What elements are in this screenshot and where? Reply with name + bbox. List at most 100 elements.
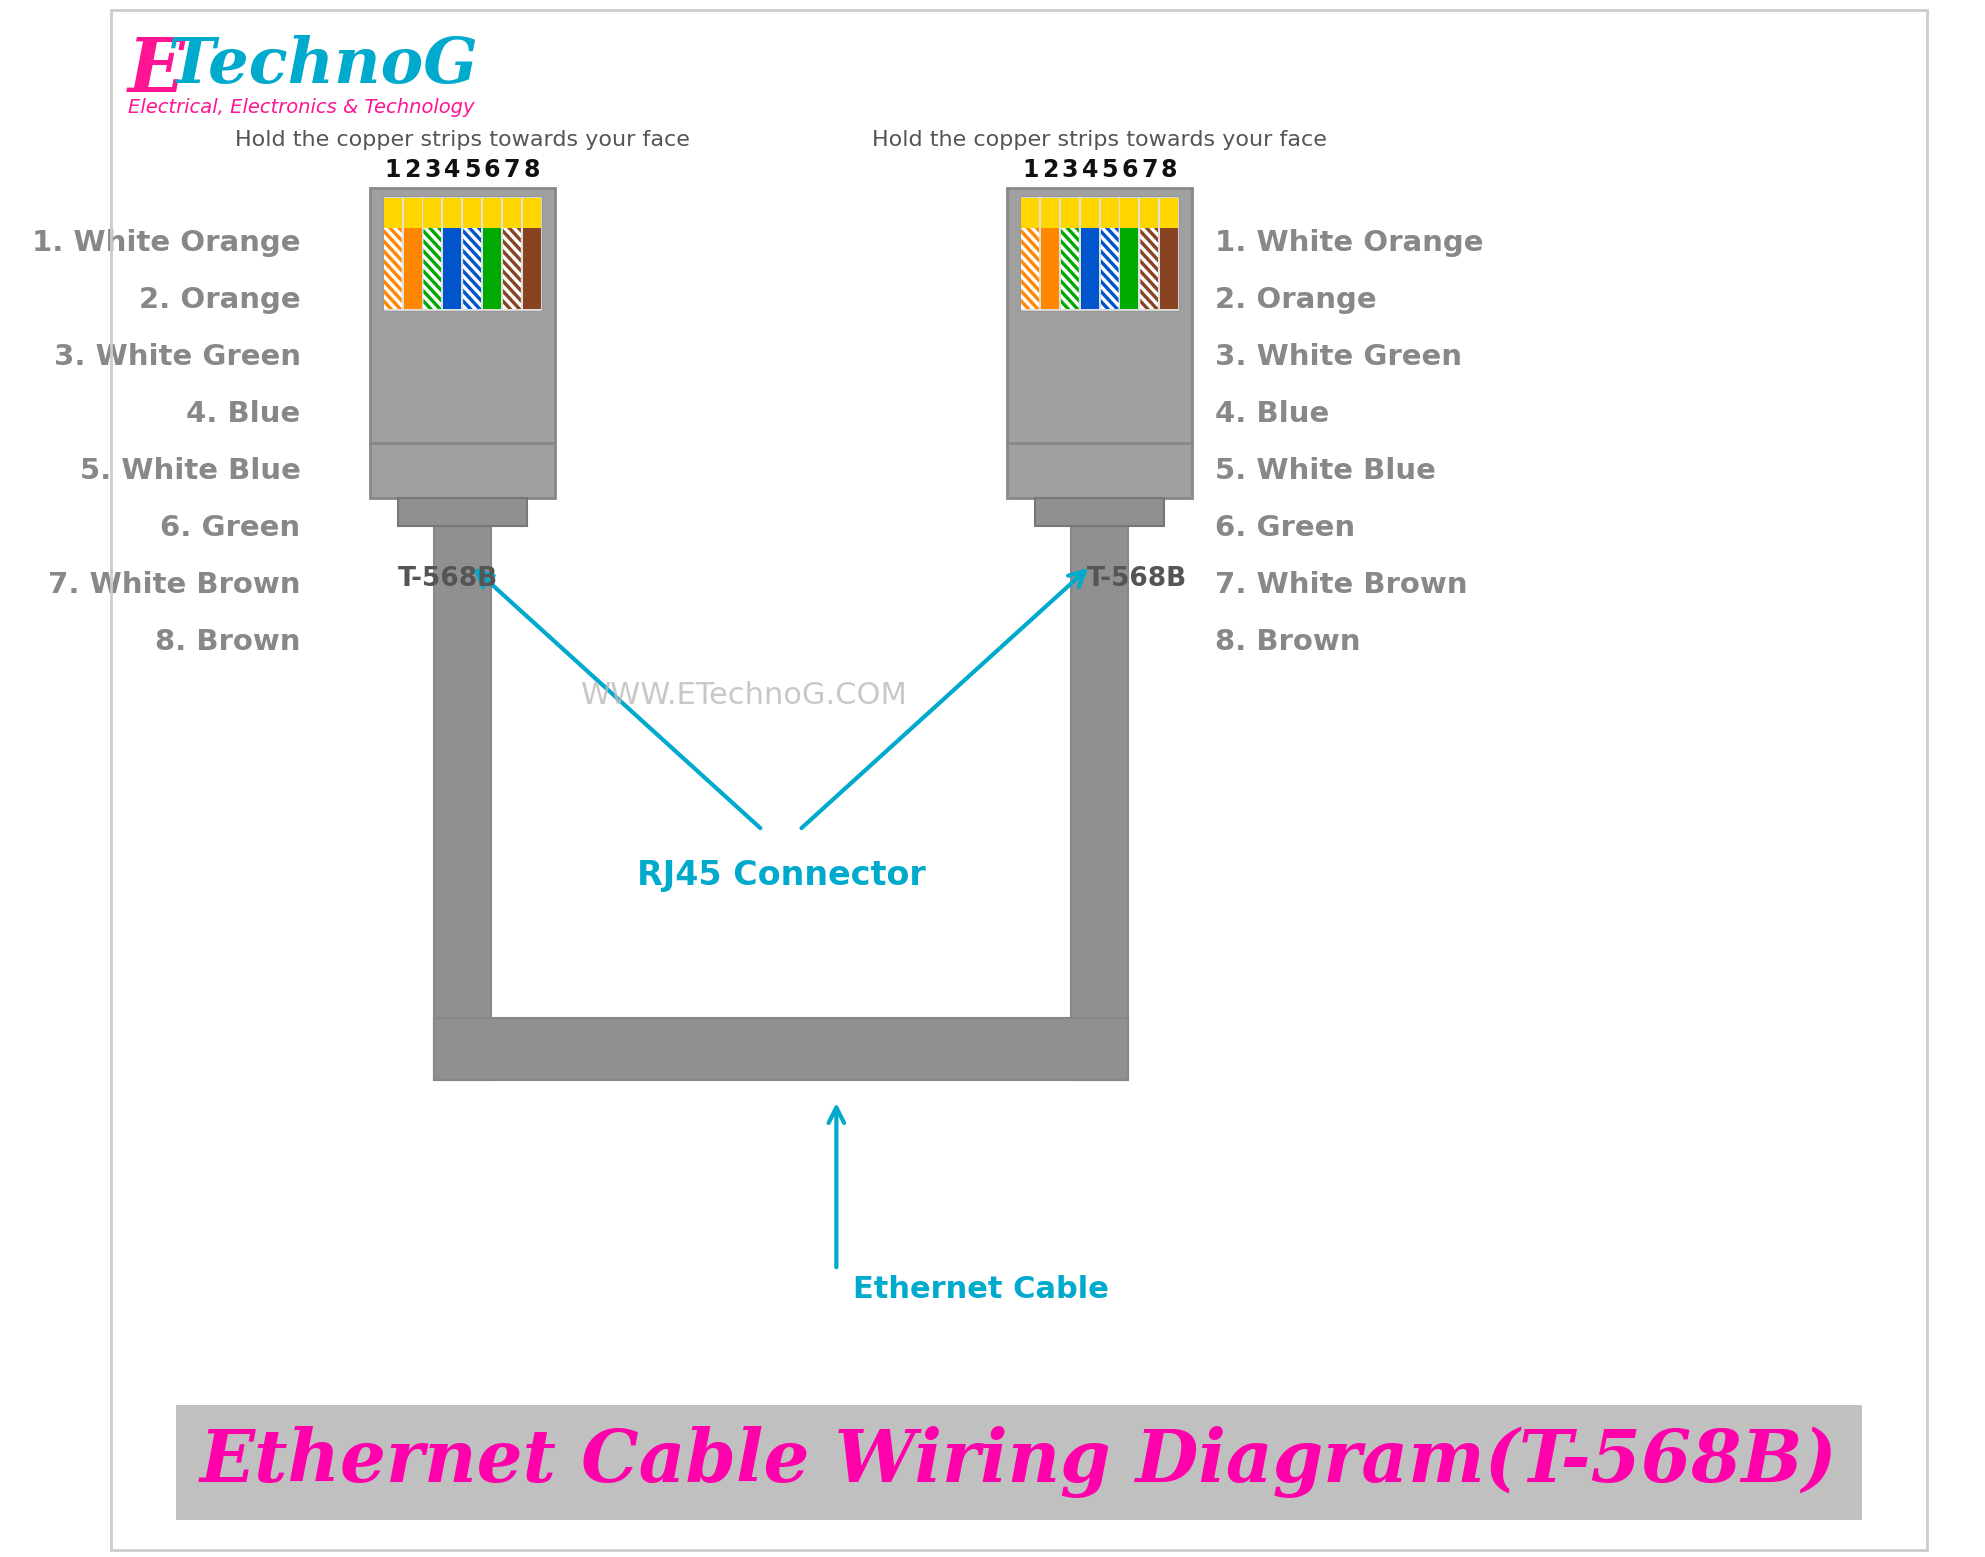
Text: 8. Brown: 8. Brown — [1215, 627, 1360, 655]
Polygon shape — [1060, 279, 1080, 304]
Bar — [1020, 196, 1179, 311]
Text: 7. White Brown: 7. White Brown — [1215, 571, 1467, 599]
Polygon shape — [1020, 319, 1038, 343]
Polygon shape — [463, 238, 480, 263]
Bar — [1080, 198, 1100, 227]
Polygon shape — [463, 299, 480, 322]
Polygon shape — [423, 258, 441, 283]
Polygon shape — [502, 319, 520, 343]
Text: 4: 4 — [445, 157, 461, 182]
Polygon shape — [1060, 238, 1080, 263]
Polygon shape — [463, 258, 480, 283]
Polygon shape — [463, 308, 480, 333]
Text: 1: 1 — [1022, 157, 1038, 182]
Text: WWW.ETechnoG.COM: WWW.ETechnoG.COM — [580, 680, 907, 710]
Text: 7. White Brown: 7. White Brown — [48, 571, 300, 599]
Polygon shape — [423, 338, 441, 363]
Polygon shape — [502, 338, 520, 363]
Polygon shape — [1060, 288, 1080, 313]
Text: 1: 1 — [385, 157, 401, 182]
Text: 8: 8 — [1161, 157, 1177, 182]
Text: 4. Blue: 4. Blue — [187, 400, 300, 428]
Polygon shape — [1060, 209, 1080, 234]
Text: 8: 8 — [524, 157, 540, 182]
Polygon shape — [1139, 288, 1159, 313]
Polygon shape — [502, 209, 520, 234]
Text: 6: 6 — [484, 157, 500, 182]
Polygon shape — [1100, 268, 1120, 293]
Polygon shape — [1060, 249, 1080, 272]
Polygon shape — [1139, 198, 1159, 223]
Polygon shape — [1100, 279, 1120, 304]
Bar — [1040, 227, 1060, 308]
Polygon shape — [1139, 299, 1159, 322]
Polygon shape — [1100, 188, 1120, 213]
Polygon shape — [502, 198, 520, 223]
Polygon shape — [423, 319, 441, 343]
Text: 4. Blue: 4. Blue — [1215, 400, 1330, 428]
Bar — [369, 188, 554, 444]
Polygon shape — [383, 268, 401, 293]
Text: Hold the copper strips towards your face: Hold the copper strips towards your face — [871, 129, 1328, 149]
Polygon shape — [1060, 338, 1080, 363]
Bar — [1060, 227, 1080, 308]
Polygon shape — [502, 308, 520, 333]
Text: 2. Orange: 2. Orange — [139, 286, 300, 315]
Bar — [1159, 227, 1179, 308]
Bar — [423, 227, 441, 308]
Polygon shape — [1060, 188, 1080, 213]
Bar — [383, 196, 542, 311]
Bar — [1060, 198, 1080, 227]
Polygon shape — [383, 308, 401, 333]
Text: TechnoG: TechnoG — [169, 34, 478, 97]
Polygon shape — [423, 249, 441, 272]
Text: 1. White Orange: 1. White Orange — [32, 229, 300, 257]
Polygon shape — [1139, 249, 1159, 272]
Polygon shape — [1020, 238, 1038, 263]
Bar — [1120, 227, 1139, 308]
Polygon shape — [423, 268, 441, 293]
Bar — [397, 498, 526, 526]
Polygon shape — [1100, 198, 1120, 223]
Text: 3: 3 — [425, 157, 441, 182]
Text: 4: 4 — [1082, 157, 1098, 182]
Polygon shape — [1020, 198, 1038, 223]
Polygon shape — [383, 209, 401, 234]
Polygon shape — [383, 229, 401, 252]
Bar — [443, 227, 461, 308]
Bar — [502, 227, 520, 308]
Polygon shape — [423, 229, 441, 252]
Text: 7: 7 — [1141, 157, 1157, 182]
Polygon shape — [463, 268, 480, 293]
Polygon shape — [1100, 238, 1120, 263]
Polygon shape — [423, 198, 441, 223]
Polygon shape — [1139, 229, 1159, 252]
Polygon shape — [1139, 319, 1159, 343]
Bar — [1006, 188, 1193, 444]
Polygon shape — [1060, 308, 1080, 333]
Polygon shape — [1100, 249, 1120, 272]
Polygon shape — [423, 329, 441, 353]
Bar — [463, 198, 480, 227]
Bar — [1072, 526, 1127, 1081]
Polygon shape — [1020, 299, 1038, 322]
Polygon shape — [502, 279, 520, 304]
Polygon shape — [383, 218, 401, 243]
Polygon shape — [1060, 218, 1080, 243]
Polygon shape — [1139, 308, 1159, 333]
Polygon shape — [1139, 268, 1159, 293]
Polygon shape — [502, 299, 520, 322]
Bar — [1020, 227, 1038, 308]
Polygon shape — [1100, 299, 1120, 322]
Polygon shape — [1100, 288, 1120, 313]
Polygon shape — [502, 258, 520, 283]
Text: 5. White Blue: 5. White Blue — [1215, 458, 1435, 484]
Polygon shape — [463, 288, 480, 313]
Polygon shape — [1100, 258, 1120, 283]
Bar — [1080, 227, 1100, 308]
Bar — [1100, 198, 1120, 227]
Text: 2: 2 — [1042, 157, 1058, 182]
Polygon shape — [1020, 249, 1038, 272]
Bar — [1139, 227, 1159, 308]
Bar — [522, 198, 540, 227]
